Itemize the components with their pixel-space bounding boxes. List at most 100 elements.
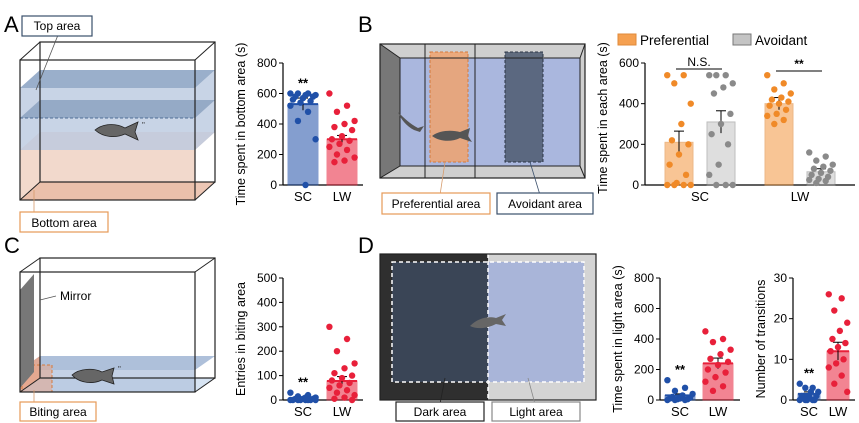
data-point	[681, 396, 689, 404]
svg-text:": "	[142, 121, 145, 130]
data-point	[351, 154, 358, 161]
data-point	[829, 161, 836, 168]
significance-label: **	[298, 375, 309, 390]
y-tick-label: 0	[270, 393, 277, 407]
fish-icon	[398, 112, 424, 132]
data-point	[671, 387, 679, 395]
data-point	[302, 181, 309, 189]
label-avoidant-area-box	[496, 192, 594, 215]
x-tick-label: LW	[333, 189, 352, 204]
x-tick-label: SC	[671, 404, 689, 419]
data-point	[333, 151, 341, 158]
data-point	[710, 90, 718, 97]
label-bottom-area: Bottom area	[31, 216, 97, 230]
data-point	[338, 374, 346, 382]
data-point	[331, 123, 338, 131]
data-point	[312, 396, 319, 404]
label-avoidant-area: Avoidant area	[508, 197, 582, 211]
data-point	[664, 181, 671, 189]
data-point	[708, 130, 715, 138]
data-point	[780, 116, 787, 124]
data-point	[341, 394, 348, 401]
data-point	[806, 149, 813, 156]
chart-a: 0 200 400 600 800 Time spent in bottom area (…	[234, 43, 363, 205]
data-point	[346, 379, 353, 387]
label-dark-area: Dark area	[414, 405, 467, 419]
data-point	[343, 102, 351, 109]
data-point	[773, 110, 780, 118]
data-point	[838, 295, 845, 302]
y-tick-label: 400	[257, 295, 277, 309]
data-point	[825, 291, 832, 298]
y-tick-label: 0	[647, 393, 654, 407]
data-point	[341, 365, 348, 372]
data-point	[844, 388, 851, 396]
data-point	[808, 171, 815, 179]
label-dark-area-box	[395, 401, 485, 422]
data-point	[719, 335, 727, 343]
label-preferential-area: Preferential area	[392, 197, 481, 211]
fish-icon	[470, 314, 506, 329]
data-point	[831, 307, 838, 314]
data-point	[806, 176, 813, 184]
y-tick-label: 0	[270, 178, 277, 192]
x-tick-label: LW	[333, 404, 352, 419]
data-point	[829, 335, 836, 343]
label-light-area-box	[491, 401, 581, 422]
tank-c: "	[19, 257, 216, 393]
data-point	[687, 181, 694, 189]
legend-label: Avoidant	[755, 33, 808, 48]
y-tick-label: 200	[257, 344, 277, 358]
data-point	[326, 323, 333, 330]
y-tick-label: 200	[257, 148, 277, 162]
data-point	[836, 327, 844, 335]
data-point	[666, 161, 673, 168]
data-point	[664, 396, 671, 404]
data-point	[771, 86, 778, 93]
y-tick-label: 200	[619, 137, 639, 151]
panel-letter-b: B	[358, 12, 373, 37]
data-point	[720, 84, 727, 91]
y-tick-label: 400	[634, 332, 654, 346]
data-point	[702, 328, 709, 335]
data-point	[687, 100, 694, 107]
label-light-area: Light area	[509, 405, 563, 419]
data-point	[724, 358, 732, 366]
data-point	[289, 96, 297, 103]
data-point	[343, 335, 351, 343]
significance-label: **	[794, 57, 804, 71]
data-point	[304, 108, 312, 116]
significance-label: **	[804, 366, 815, 381]
data-point	[820, 163, 827, 170]
fish-icon	[94, 121, 139, 141]
data-point	[664, 376, 671, 384]
data-point	[713, 181, 720, 189]
data-point	[764, 112, 771, 120]
data-point	[351, 117, 358, 125]
data-point	[775, 100, 783, 107]
data-point	[827, 348, 834, 355]
data-point	[333, 348, 341, 355]
data-point	[796, 380, 803, 387]
data-point	[682, 171, 690, 179]
data-point	[715, 161, 722, 168]
label-bottom-area-box	[19, 211, 109, 233]
data-point	[341, 157, 348, 164]
data-point	[712, 373, 719, 381]
legend-label: Preferential	[640, 33, 709, 48]
data-point	[729, 181, 736, 189]
svg-text:": "	[118, 365, 121, 374]
label-preferential-area-box	[381, 192, 491, 215]
data-point	[729, 80, 736, 87]
data-point	[722, 181, 729, 189]
data-point	[348, 396, 356, 404]
data-point	[346, 137, 353, 144]
data-point	[810, 165, 818, 172]
data-point	[709, 387, 717, 395]
fish-icon	[432, 128, 472, 142]
data-point	[351, 391, 358, 399]
data-point	[680, 72, 687, 79]
data-point	[813, 157, 820, 164]
data-point	[343, 387, 351, 394]
